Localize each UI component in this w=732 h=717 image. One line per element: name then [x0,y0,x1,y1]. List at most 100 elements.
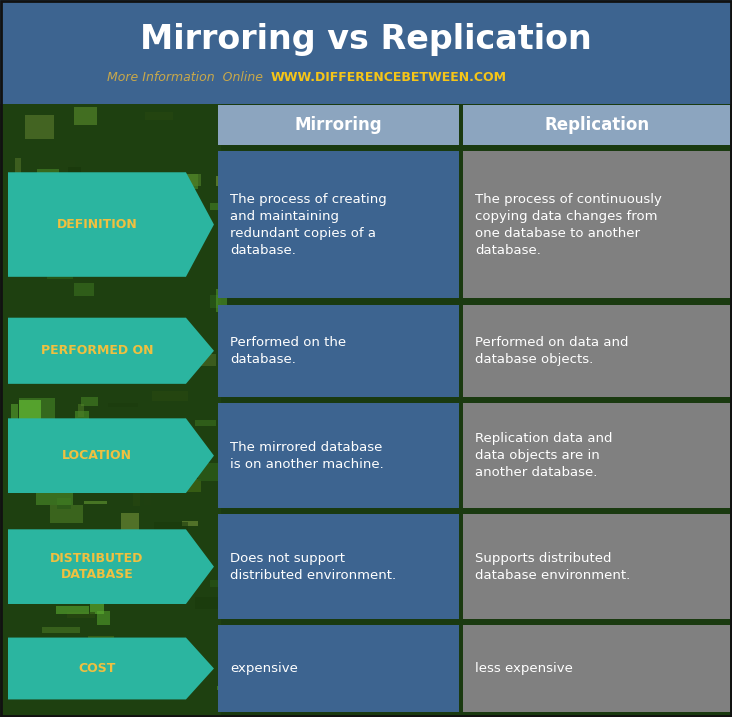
FancyBboxPatch shape [97,612,110,625]
Text: Performed on the
database.: Performed on the database. [230,336,346,366]
FancyBboxPatch shape [179,174,201,186]
Polygon shape [8,418,214,493]
FancyBboxPatch shape [74,107,97,125]
FancyBboxPatch shape [110,559,144,566]
FancyBboxPatch shape [37,169,59,179]
FancyBboxPatch shape [29,251,49,257]
FancyBboxPatch shape [165,480,201,493]
FancyBboxPatch shape [463,305,730,397]
FancyBboxPatch shape [179,353,217,366]
FancyBboxPatch shape [216,176,223,186]
FancyBboxPatch shape [195,419,215,426]
FancyBboxPatch shape [36,486,72,505]
Text: Performed on data and
database objects.: Performed on data and database objects. [475,336,629,366]
FancyBboxPatch shape [218,625,459,712]
FancyBboxPatch shape [19,321,42,338]
FancyBboxPatch shape [83,564,117,581]
FancyBboxPatch shape [218,151,459,298]
FancyBboxPatch shape [160,174,198,189]
FancyBboxPatch shape [64,176,92,201]
Text: DEFINITION: DEFINITION [56,218,138,231]
FancyBboxPatch shape [463,105,730,145]
FancyBboxPatch shape [78,404,84,417]
FancyBboxPatch shape [152,655,187,668]
FancyBboxPatch shape [89,636,114,650]
Text: WWW.DIFFERENCEBETWEEN.COM: WWW.DIFFERENCEBETWEEN.COM [271,72,507,85]
FancyBboxPatch shape [218,404,459,508]
FancyBboxPatch shape [111,247,138,252]
FancyBboxPatch shape [51,505,83,523]
Text: PERFORMED ON: PERFORMED ON [41,344,153,357]
FancyBboxPatch shape [190,670,209,683]
Text: Replication data and
data objects are in
another database.: Replication data and data objects are in… [475,432,613,479]
FancyBboxPatch shape [101,234,108,255]
FancyBboxPatch shape [169,460,195,463]
FancyBboxPatch shape [144,112,173,120]
Polygon shape [8,172,214,277]
FancyBboxPatch shape [83,501,107,504]
FancyBboxPatch shape [0,0,732,104]
FancyBboxPatch shape [210,580,217,587]
Text: The process of creating
and maintaining
redundant copies of a
database.: The process of creating and maintaining … [230,193,386,257]
Text: Replication: Replication [544,115,649,134]
Text: The process of continuously
copying data changes from
one database to another
da: The process of continuously copying data… [475,193,662,257]
FancyBboxPatch shape [154,522,188,530]
FancyBboxPatch shape [166,323,178,342]
FancyBboxPatch shape [218,267,248,285]
Polygon shape [8,637,214,700]
FancyBboxPatch shape [62,668,89,675]
FancyBboxPatch shape [121,513,138,531]
Text: COST: COST [78,662,116,675]
FancyBboxPatch shape [25,115,53,138]
FancyBboxPatch shape [132,247,171,262]
FancyBboxPatch shape [56,606,89,614]
Text: LOCATION: LOCATION [62,449,132,462]
FancyBboxPatch shape [218,105,459,145]
Text: less expensive: less expensive [475,662,573,675]
FancyBboxPatch shape [156,538,184,549]
FancyBboxPatch shape [90,594,104,614]
FancyBboxPatch shape [65,651,72,675]
FancyBboxPatch shape [67,612,95,617]
FancyBboxPatch shape [182,521,198,526]
FancyBboxPatch shape [118,450,129,456]
FancyBboxPatch shape [108,403,138,407]
FancyBboxPatch shape [42,627,81,633]
FancyBboxPatch shape [209,295,218,308]
FancyBboxPatch shape [216,289,227,313]
FancyBboxPatch shape [113,419,145,424]
FancyBboxPatch shape [61,429,89,440]
FancyBboxPatch shape [132,579,161,602]
FancyBboxPatch shape [195,597,228,609]
Polygon shape [8,318,214,384]
FancyBboxPatch shape [217,686,229,690]
FancyBboxPatch shape [40,161,75,179]
FancyBboxPatch shape [70,599,75,607]
FancyBboxPatch shape [57,498,71,508]
FancyBboxPatch shape [19,400,41,420]
Text: Supports distributed
database environment.: Supports distributed database environmen… [475,551,630,581]
Polygon shape [8,529,214,604]
Text: Does not support
distributed environment.: Does not support distributed environment… [230,551,396,581]
FancyBboxPatch shape [47,255,73,280]
FancyBboxPatch shape [55,204,73,228]
FancyBboxPatch shape [463,404,730,508]
FancyBboxPatch shape [19,398,55,422]
FancyBboxPatch shape [132,486,140,506]
FancyBboxPatch shape [28,534,48,548]
FancyBboxPatch shape [27,252,63,259]
FancyBboxPatch shape [220,228,255,242]
Text: expensive: expensive [230,662,298,675]
FancyBboxPatch shape [66,532,80,546]
Text: Mirroring: Mirroring [295,115,382,134]
FancyBboxPatch shape [67,167,81,189]
FancyBboxPatch shape [463,151,730,298]
FancyBboxPatch shape [81,397,98,406]
Text: The mirrored database
is on another machine.: The mirrored database is on another mach… [230,441,384,470]
FancyBboxPatch shape [97,460,112,485]
FancyBboxPatch shape [0,104,221,717]
FancyBboxPatch shape [20,334,55,350]
FancyBboxPatch shape [218,305,459,397]
FancyBboxPatch shape [463,625,730,712]
FancyBboxPatch shape [78,669,97,688]
